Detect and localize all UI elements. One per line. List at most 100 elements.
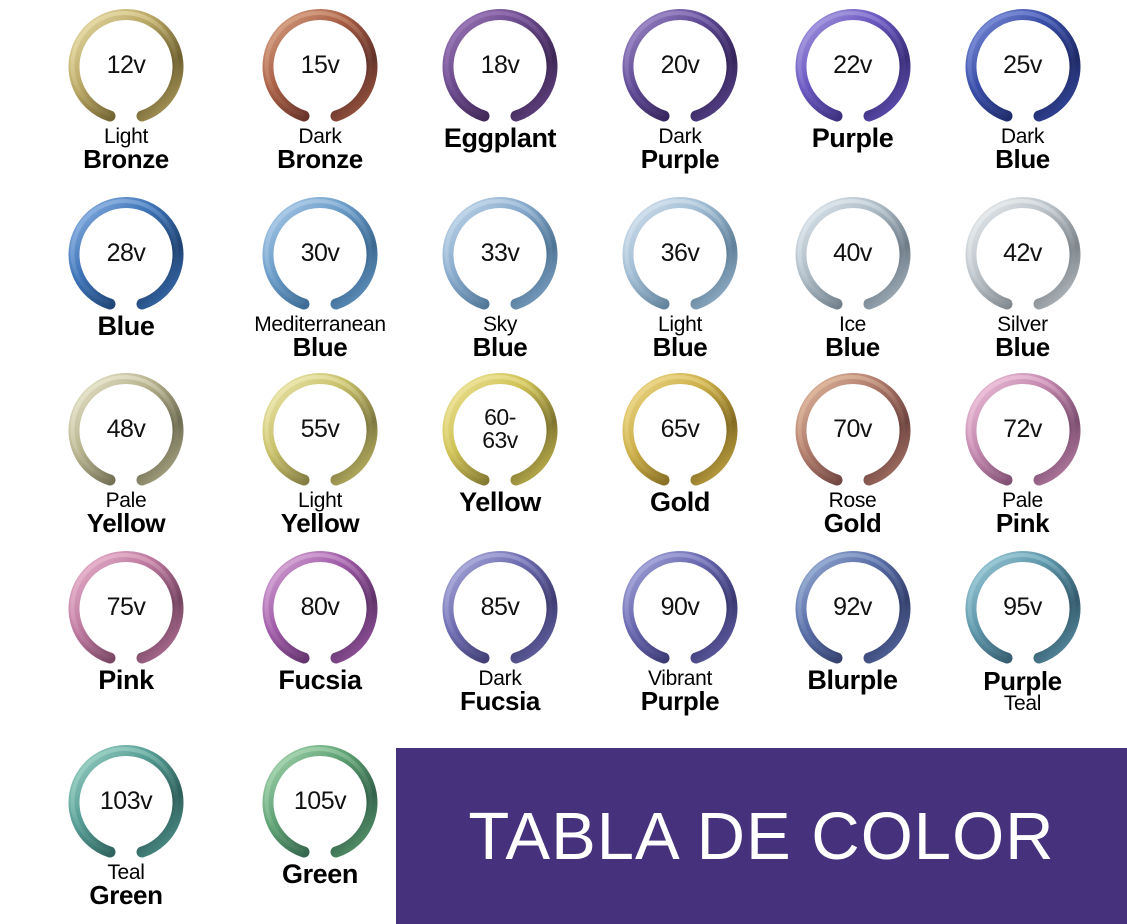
ring-code-label: 90v — [660, 592, 700, 621]
swatch-caption: Rose Gold — [824, 490, 882, 536]
swatch-name-modifier: Dark — [298, 125, 342, 148]
captive-ring-icon: 20v — [621, 6, 739, 124]
color-swatch[interactable]: 22v Purple — [770, 6, 935, 196]
color-swatch[interactable]: 75v Pink — [22, 548, 230, 740]
swatch-name: Green — [89, 880, 163, 910]
ring-code-label: 18v — [480, 50, 520, 79]
swatch-caption: Purple Teal — [983, 668, 1062, 714]
swatch-caption: Gold — [650, 489, 710, 516]
captive-ring-icon: 33v — [441, 194, 559, 312]
swatch-caption: Dark Bronze — [277, 126, 363, 172]
ring-code-label: 25v — [1003, 50, 1042, 79]
captive-ring-icon: 103v — [67, 742, 185, 860]
captive-ring-icon: 70v — [794, 370, 912, 488]
color-swatch[interactable]: 80v Fucsia — [230, 548, 410, 740]
swatch-name: Blue — [995, 144, 1050, 174]
ring-code-label: 20v — [660, 50, 700, 79]
banner-title-text: TABLA DE COLOR — [468, 798, 1055, 874]
ring-code-label: 85v — [480, 592, 520, 621]
ring-code-label: 33v — [480, 238, 520, 267]
color-swatch[interactable]: 18v Eggplant — [410, 6, 590, 196]
color-swatch[interactable]: 85v Dark Fucsia — [410, 548, 590, 740]
captive-ring-icon: 105v — [261, 742, 379, 860]
captive-ring-icon: 90v — [621, 548, 739, 666]
ring-code-label: 12v — [106, 50, 146, 79]
swatch-name: Fucsia — [278, 665, 362, 695]
swatch-name: Blurple — [807, 665, 898, 695]
color-swatch[interactable]: 103v Teal Green — [22, 742, 230, 924]
captive-ring-icon: 55v — [261, 370, 379, 488]
swatch-name: Bronze — [277, 144, 363, 174]
ring-code-label: 22v — [833, 50, 872, 79]
swatch-name-modifier: Mediterranean — [254, 313, 386, 336]
swatch-caption: Light Blue — [653, 314, 708, 360]
swatch-name: Purple — [640, 686, 720, 716]
color-swatch[interactable]: 15v Dark Bronze — [230, 6, 410, 196]
swatch-row: 75v Pink 80v Fucsia 85v Dark Fucsia 90v Vibrant P… — [0, 548, 1127, 740]
color-swatch[interactable]: 90v Vibrant Purple — [590, 548, 770, 740]
color-swatch[interactable]: 48v Pale Yellow — [22, 370, 230, 548]
swatch-caption: Pale Pink — [996, 489, 1050, 536]
swatch-name-modifier: Teal — [107, 861, 145, 884]
captive-ring-icon: 48v — [67, 370, 185, 488]
color-swatch[interactable]: 92v Blurple — [770, 548, 935, 740]
color-swatch[interactable]: 105v Green — [230, 742, 410, 924]
ring-code-label: 42v — [1003, 238, 1042, 267]
ring-code-label: 105v — [293, 786, 347, 815]
color-swatch[interactable]: 12v Light Bronze — [22, 6, 230, 196]
color-swatch[interactable]: 20v Dark Purple — [590, 6, 770, 196]
swatch-caption: Eggplant — [443, 123, 557, 153]
ring-code-label: 28v — [106, 238, 146, 267]
swatch-name-modifier: Silver — [997, 313, 1048, 336]
color-swatch[interactable]: 28v Blue — [22, 194, 230, 372]
ring-code-label: 15v — [300, 50, 340, 79]
swatch-caption: Ice Blue — [825, 314, 880, 360]
swatch-name: Blue — [825, 332, 880, 362]
color-swatch[interactable]: 60- 63v Yellow — [410, 370, 590, 548]
swatch-name: Green — [281, 859, 359, 889]
swatch-caption: Blue — [98, 313, 155, 340]
color-swatch[interactable]: 25v Dark Blue — [935, 6, 1110, 196]
color-swatch[interactable]: 30v Mediterranean Blue — [230, 194, 410, 372]
ring-code-label: 55v — [300, 414, 340, 443]
color-swatch[interactable]: 40v Ice Blue — [770, 194, 935, 372]
swatch-name: Bronze — [83, 144, 169, 174]
ring-code-label: 40v — [833, 238, 872, 267]
swatch-name: Purple — [983, 666, 1062, 696]
swatch-name: Fucsia — [460, 686, 540, 716]
color-swatch[interactable]: 33v Sky Blue — [410, 194, 590, 372]
swatch-name-modifier: Pale — [1002, 489, 1043, 512]
swatch-row: 28v Blue 30v Mediterranean Blue 33v Sky Blue 36v… — [0, 194, 1127, 372]
swatch-name-modifier: Pale — [105, 489, 147, 512]
swatch-caption: Dark Purple — [641, 126, 720, 172]
ring-code-label: 103v — [99, 786, 153, 815]
swatch-name: Gold — [823, 508, 882, 538]
swatch-name: Eggplant — [443, 123, 557, 153]
captive-ring-icon: 36v — [621, 194, 739, 312]
swatch-name-modifier: Dark — [1000, 125, 1045, 148]
swatch-name: Purple — [811, 123, 894, 153]
color-swatch[interactable]: 36v Light Blue — [590, 194, 770, 372]
swatch-caption: Blurple — [807, 665, 898, 695]
swatch-caption: Pink — [98, 667, 154, 694]
swatch-caption: Pale Yellow — [87, 490, 166, 536]
swatch-caption: Vibrant Purple — [641, 668, 720, 714]
color-swatch[interactable]: 65v Gold — [590, 370, 770, 548]
swatch-row: 48v Pale Yellow 55v Light Yellow 60- 63v Yellow… — [0, 370, 1127, 548]
swatch-name-modifier: Sky — [482, 313, 518, 336]
captive-ring-icon: 65v — [621, 370, 739, 488]
ring-code-label: 70v — [833, 414, 872, 443]
color-swatch[interactable]: 72v Pale Pink — [935, 370, 1110, 548]
swatch-name-modifier: Light — [657, 313, 703, 336]
swatch-caption: Yellow — [459, 489, 541, 516]
captive-ring-icon: 18v — [441, 6, 559, 124]
ring-code-label: 92v — [833, 592, 872, 621]
swatch-name-modifier: Ice — [838, 313, 867, 336]
captive-ring-icon: 75v — [67, 548, 185, 666]
color-swatch[interactable]: 95v Purple Teal — [935, 548, 1110, 740]
color-swatch[interactable]: 55v Light Yellow — [230, 370, 410, 548]
swatch-name: Blue — [472, 332, 528, 362]
color-swatch[interactable]: 70v Rose Gold — [770, 370, 935, 548]
color-swatch[interactable]: 42v Silver Blue — [935, 194, 1110, 372]
